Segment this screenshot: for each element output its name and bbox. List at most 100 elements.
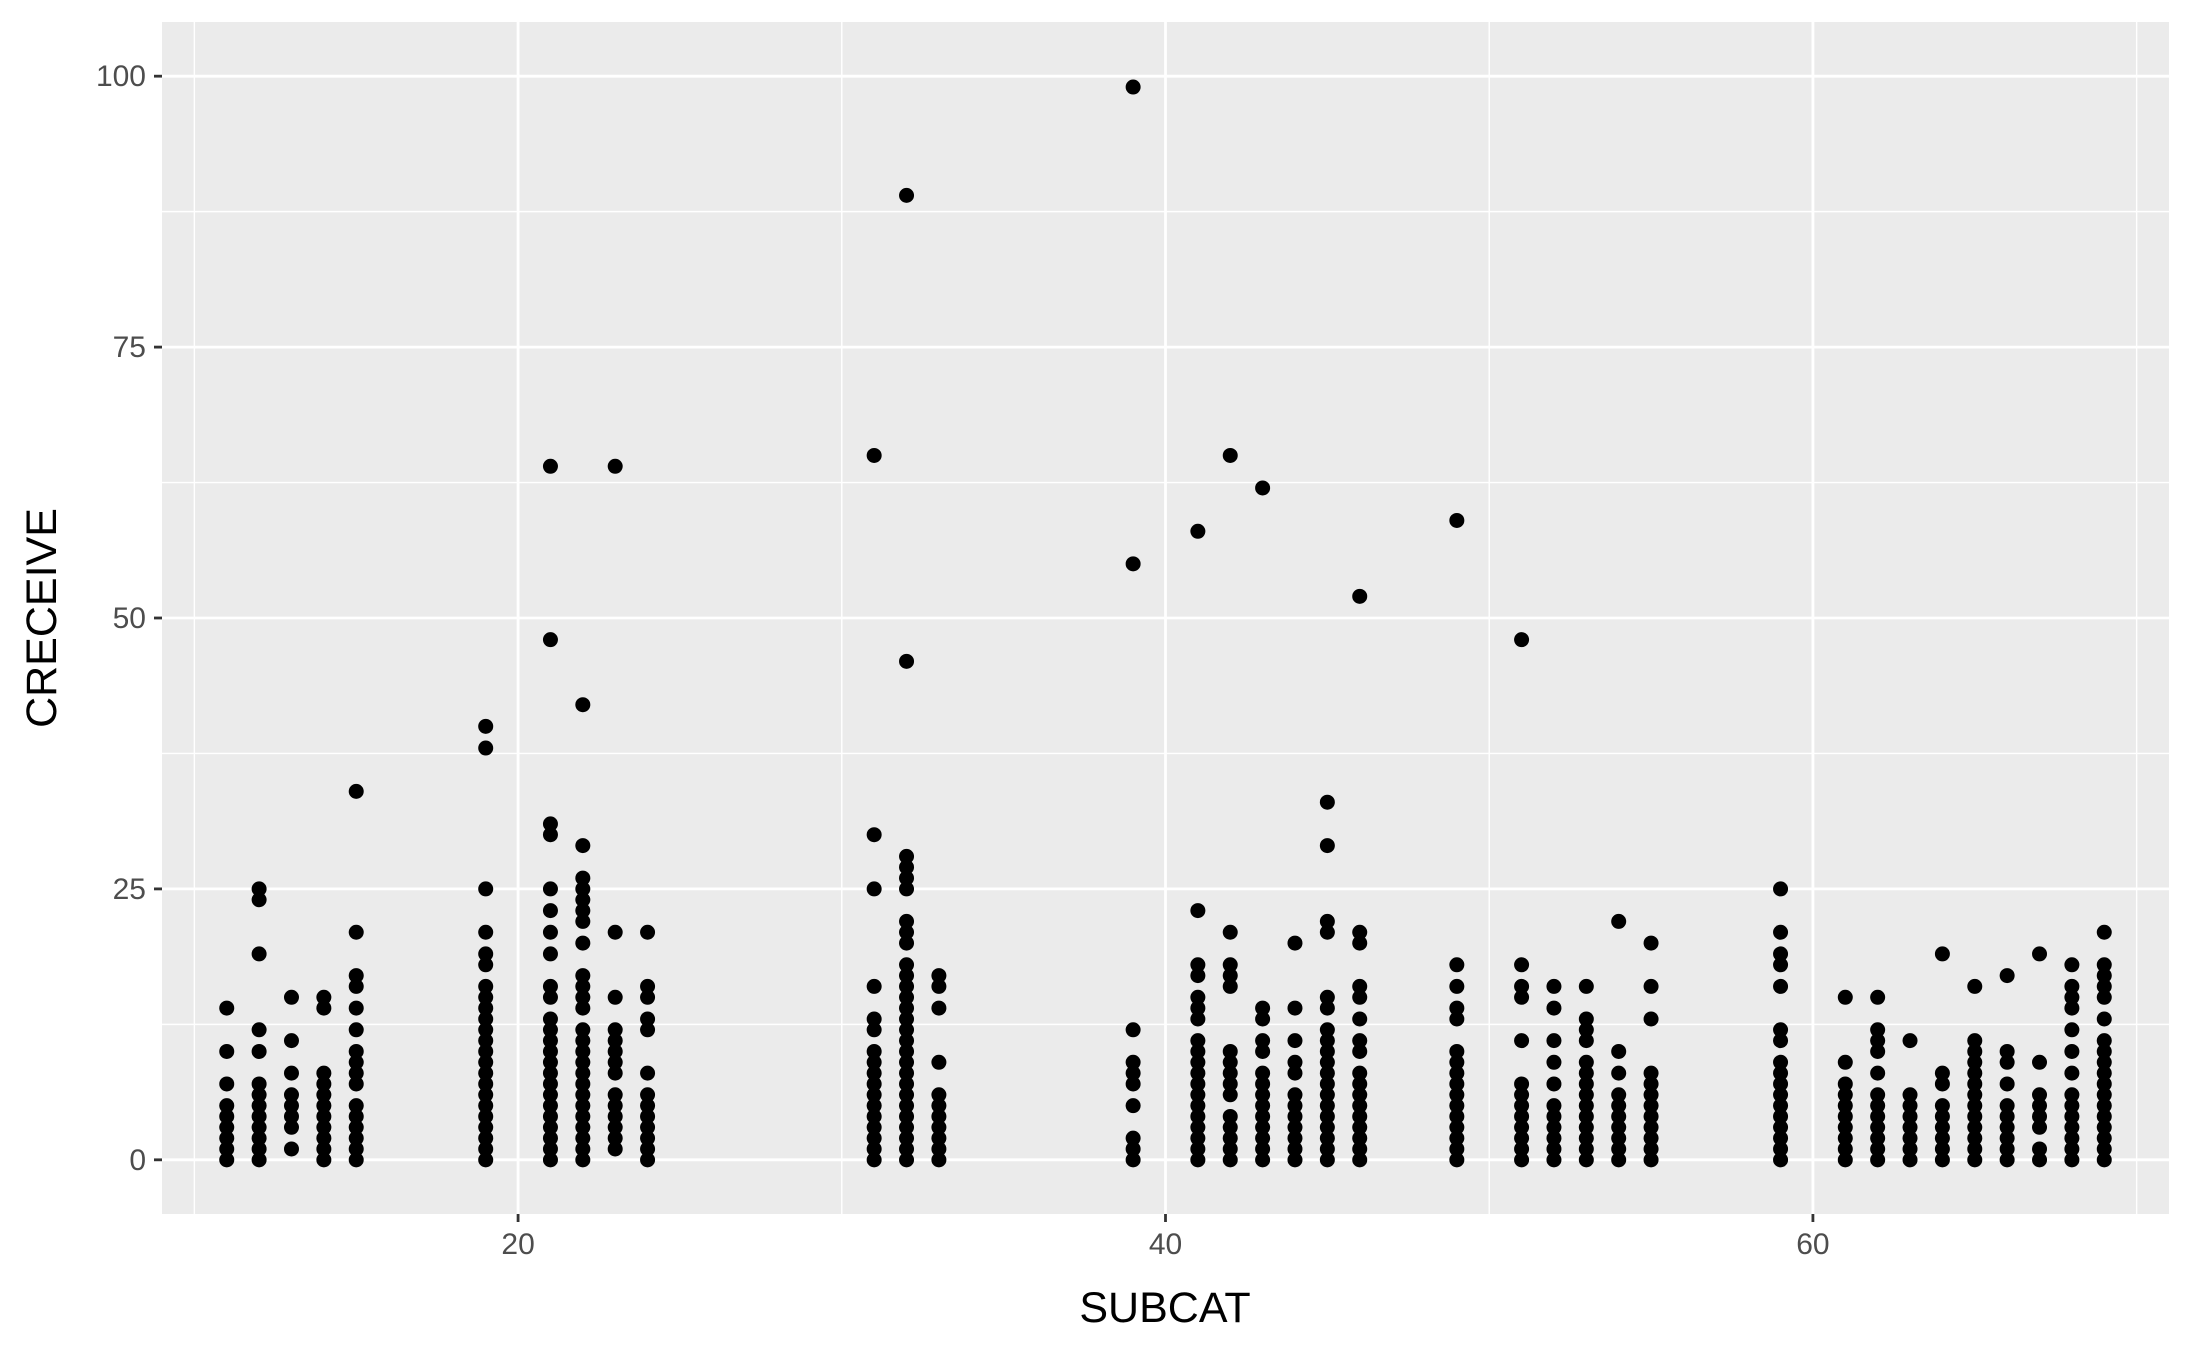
data-point (1773, 1087, 1789, 1103)
data-point (1546, 1108, 1562, 1124)
data-point (1773, 1152, 1789, 1168)
data-point (899, 957, 915, 973)
data-point (1773, 946, 1789, 962)
data-point (348, 1000, 364, 1016)
data-point (542, 946, 558, 962)
data-point (640, 1011, 656, 1027)
data-point (1870, 1098, 1886, 1114)
data-point (2096, 1011, 2112, 1027)
data-point (866, 1098, 882, 1114)
data-point (899, 968, 915, 984)
data-point (1287, 1065, 1303, 1081)
data-point (542, 1141, 558, 1157)
data-point (607, 1087, 623, 1103)
data-point (1125, 1054, 1141, 1070)
data-point (575, 1098, 591, 1114)
data-point (1999, 1119, 2015, 1135)
data-point (1449, 1076, 1465, 1092)
data-point (251, 946, 267, 962)
data-point (607, 1141, 623, 1157)
data-point (478, 1087, 494, 1103)
axis-ticks (154, 74, 1815, 1222)
data-point (899, 187, 915, 203)
data-point (316, 1000, 332, 1016)
data-point (1255, 1087, 1271, 1103)
data-point (1611, 1141, 1627, 1157)
data-point (575, 1119, 591, 1135)
data-point (866, 1108, 882, 1124)
data-point (348, 1152, 364, 1168)
data-point (2032, 1087, 2048, 1103)
data-point (1643, 1076, 1659, 1092)
data-point (1870, 1152, 1886, 1168)
data-point (1643, 1065, 1659, 1081)
data-point (575, 1152, 591, 1168)
data-point (1999, 1054, 2015, 1070)
data-point (1611, 1087, 1627, 1103)
data-point (1967, 1141, 1983, 1157)
data-point (1352, 1098, 1368, 1114)
data-point (1546, 1000, 1562, 1016)
data-point (575, 1000, 591, 1016)
data-point (1287, 1000, 1303, 1016)
data-point (1222, 957, 1238, 973)
data-point (1319, 794, 1335, 810)
data-point (542, 1130, 558, 1146)
data-point (1319, 1087, 1335, 1103)
data-point (640, 1119, 656, 1135)
data-point (899, 1076, 915, 1092)
data-point (251, 1043, 267, 1059)
data-point (1643, 1108, 1659, 1124)
data-point (575, 1054, 591, 1070)
data-point (1773, 1119, 1789, 1135)
data-point (931, 1141, 947, 1157)
data-point (2064, 1130, 2080, 1146)
data-point (1222, 1152, 1238, 1168)
data-point (899, 1043, 915, 1059)
data-point (1222, 924, 1238, 940)
data-point (899, 1152, 915, 1168)
data-point (1352, 1130, 1368, 1146)
data-point (1352, 1141, 1368, 1157)
data-point (1837, 1076, 1853, 1092)
data-point (2064, 957, 2080, 973)
data-point (575, 1033, 591, 1049)
data-point (542, 1108, 558, 1124)
data-point (219, 1000, 235, 1016)
data-point (1999, 1152, 2015, 1168)
data-point (1773, 881, 1789, 897)
data-point (640, 1065, 656, 1081)
data-point (1967, 1130, 1983, 1146)
data-point (1222, 1087, 1238, 1103)
data-point (251, 892, 267, 908)
data-point (1546, 1054, 1562, 1070)
data-point (1643, 1011, 1659, 1027)
data-point (1546, 1119, 1562, 1135)
data-point (219, 1152, 235, 1168)
data-point (2064, 1065, 2080, 1081)
x-tick-labels: 20 40 60 (501, 1228, 1829, 1261)
data-point (1352, 1152, 1368, 1168)
data-point (2096, 1130, 2112, 1146)
data-point (1125, 1022, 1141, 1038)
data-point (607, 1054, 623, 1070)
data-point (1546, 1098, 1562, 1114)
data-point (1643, 1087, 1659, 1103)
data-point (1449, 512, 1465, 528)
data-point (1578, 1152, 1594, 1168)
data-point (1514, 957, 1530, 973)
data-point (1514, 978, 1530, 994)
data-point (1255, 1076, 1271, 1092)
data-point (1578, 1119, 1594, 1135)
data-point (1643, 1130, 1659, 1146)
data-point (575, 1108, 591, 1124)
data-point (1190, 1011, 1206, 1027)
data-point (931, 1098, 947, 1114)
data-point (640, 924, 656, 940)
data-point (1837, 1087, 1853, 1103)
data-point (575, 968, 591, 984)
data-point (1352, 1011, 1368, 1027)
data-point (607, 1065, 623, 1081)
data-point (1222, 978, 1238, 994)
data-point (2064, 1119, 2080, 1135)
